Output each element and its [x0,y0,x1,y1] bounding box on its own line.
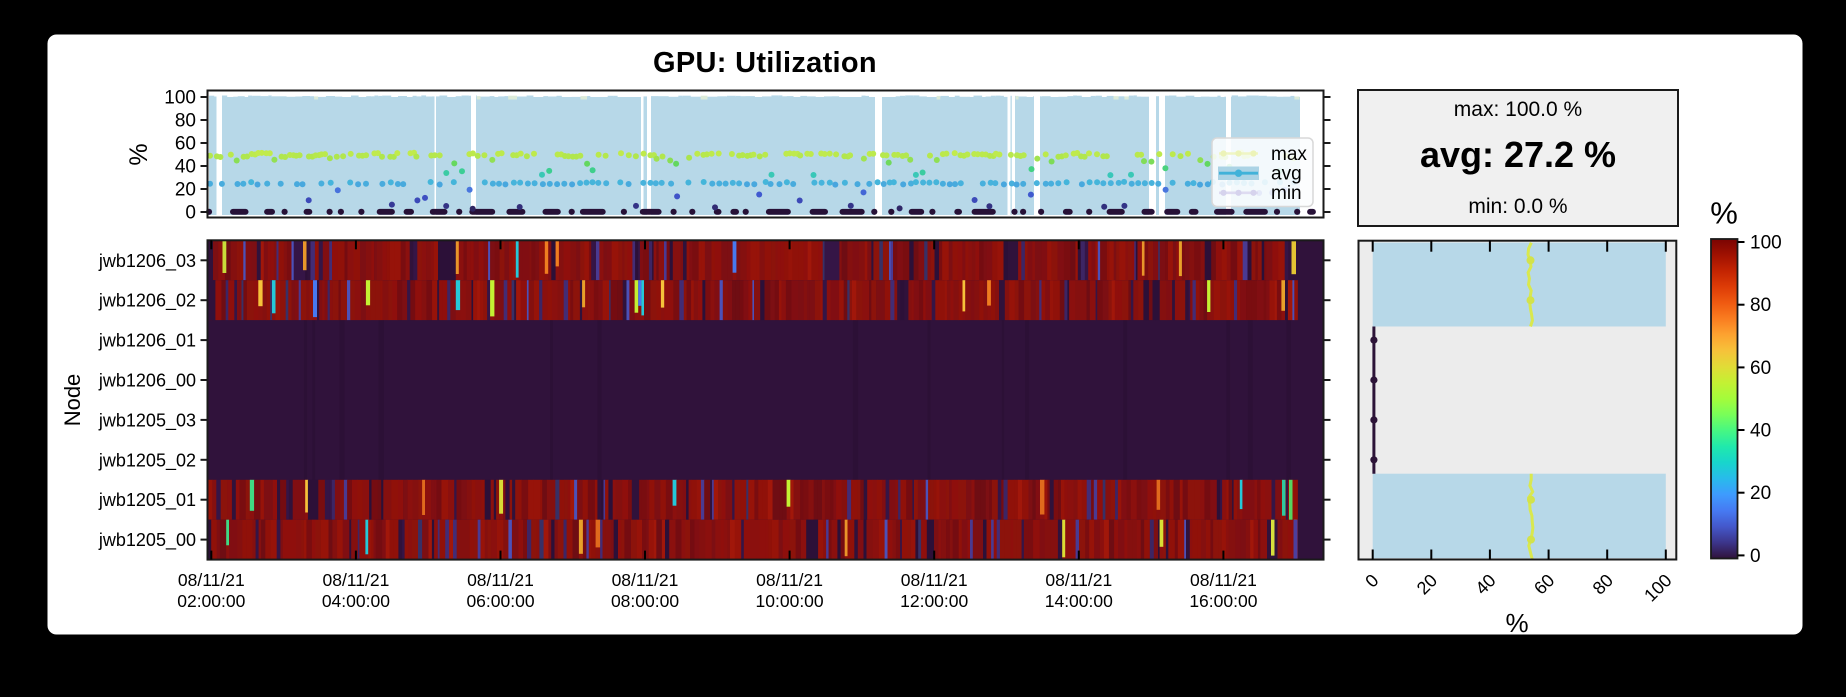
svg-text:40: 40 [175,157,196,178]
svg-text:14:00:00: 14:00:00 [1045,591,1113,611]
svg-text:60: 60 [175,134,196,155]
svg-text:80: 80 [1750,295,1771,316]
svg-text:jwb1206_03: jwb1206_03 [98,251,196,272]
svg-text:16:00:00: 16:00:00 [1189,591,1257,611]
svg-text:jwb1206_02: jwb1206_02 [98,291,196,312]
svg-text:04:00:00: 04:00:00 [322,591,390,611]
svg-text:max: 100.0 %: max: 100.0 % [1454,98,1582,121]
svg-text:08/11/21: 08/11/21 [178,570,245,590]
svg-text:08/11/21: 08/11/21 [1190,570,1257,590]
svg-text:GPU: Utilization: GPU: Utilization [653,47,877,79]
svg-text:Node: Node [60,374,85,427]
svg-text:08:00:00: 08:00:00 [611,591,679,611]
svg-text:%: % [125,143,153,165]
svg-text:avg: 27.2 %: avg: 27.2 % [1420,134,1616,175]
svg-text:%: % [1710,196,1738,231]
svg-text:60: 60 [1750,358,1771,379]
svg-text:08/11/21: 08/11/21 [612,570,679,590]
svg-text:08/11/21: 08/11/21 [756,570,823,590]
svg-text:jwb1205_03: jwb1205_03 [98,410,196,431]
svg-text:20: 20 [175,180,196,201]
svg-text:min: 0.0 %: min: 0.0 % [1468,195,1567,218]
svg-text:20: 20 [1750,483,1771,504]
svg-text:jwb1205_02: jwb1205_02 [98,450,196,471]
svg-text:08/11/21: 08/11/21 [1045,570,1112,590]
svg-text:06:00:00: 06:00:00 [466,591,534,611]
svg-text:02:00:00: 02:00:00 [177,591,245,611]
svg-text:80: 80 [175,111,196,132]
svg-text:08/11/21: 08/11/21 [467,570,534,590]
svg-text:avg: avg [1271,164,1302,185]
svg-text:%: % [1505,608,1528,638]
svg-text:0: 0 [185,203,196,224]
svg-text:12:00:00: 12:00:00 [900,591,968,611]
svg-text:jwb1206_00: jwb1206_00 [98,371,196,392]
svg-text:jwb1205_01: jwb1205_01 [98,490,196,511]
svg-text:100: 100 [1750,233,1782,254]
svg-text:40: 40 [1750,421,1771,442]
svg-text:jwb1205_00: jwb1205_00 [98,530,196,551]
svg-text:max: max [1271,144,1307,165]
svg-text:0: 0 [1750,546,1761,567]
svg-text:08/11/21: 08/11/21 [901,570,968,590]
svg-text:08/11/21: 08/11/21 [322,570,389,590]
svg-text:100: 100 [164,88,196,109]
svg-text:min: min [1271,183,1302,204]
svg-text:jwb1206_01: jwb1206_01 [98,331,196,352]
svg-text:10:00:00: 10:00:00 [756,591,824,611]
